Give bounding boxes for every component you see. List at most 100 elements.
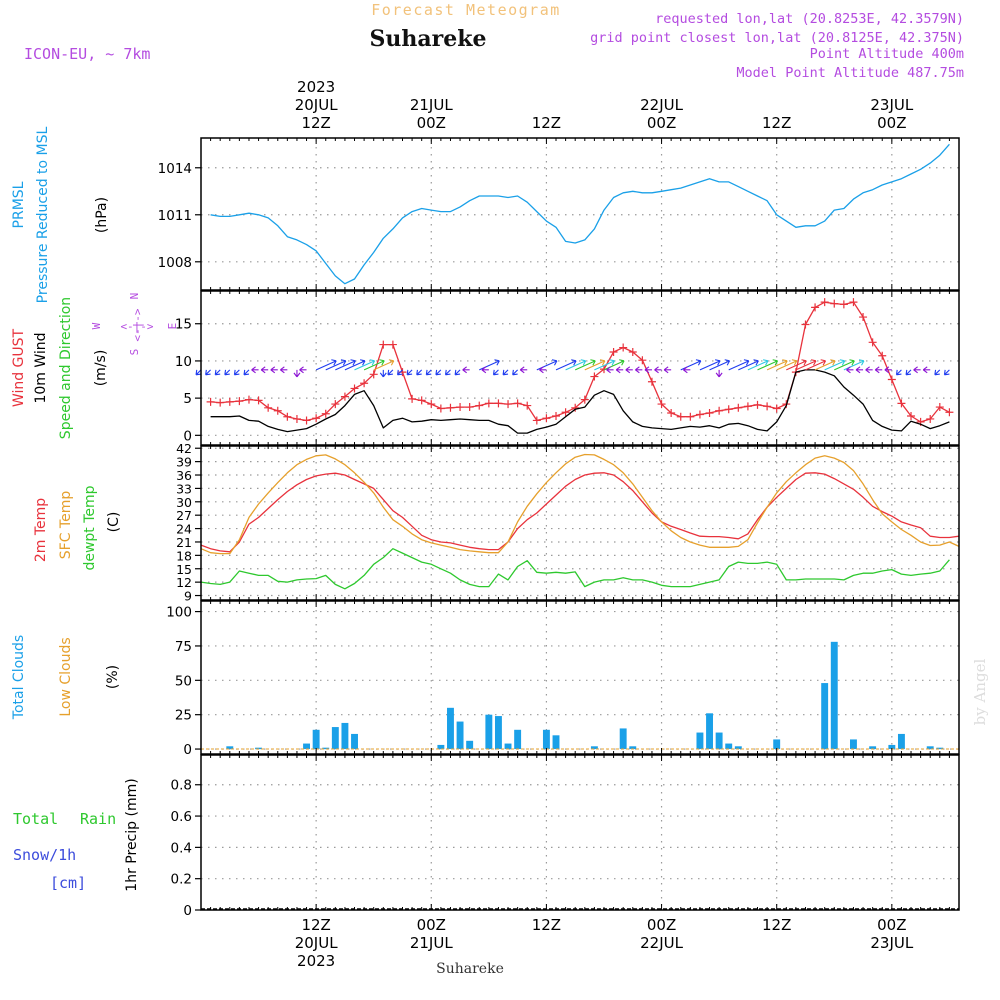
compass-s: S — [128, 349, 141, 356]
wind-barb — [565, 359, 587, 371]
wind-barb — [344, 359, 366, 371]
bottom-time-hour: 12Z — [301, 916, 330, 934]
gust-marker — [360, 379, 369, 388]
gust-marker — [504, 400, 513, 409]
y-tick-label: 0 — [183, 428, 192, 444]
gust-marker — [417, 396, 426, 405]
temp-2m-label: 2m Temp — [33, 498, 49, 562]
gust-marker — [340, 392, 349, 401]
wind-barb — [654, 366, 662, 374]
header-requested: requested lon,lat (20.8253E, 42.3579N) — [655, 11, 964, 27]
wind-barb — [895, 369, 902, 376]
cloud-bar — [821, 683, 829, 750]
header-model: ICON-EU, ~ 7km — [24, 45, 150, 63]
top-time-hour: 12Z — [762, 114, 791, 132]
wind-barb — [214, 369, 221, 376]
gust-marker — [676, 412, 685, 421]
wind-barb — [479, 359, 500, 371]
y-tick-label: 15 — [175, 317, 192, 333]
wind-barb — [373, 359, 395, 371]
y-tick-label: 15 — [176, 562, 192, 577]
y-tick-label: 0.2 — [171, 872, 192, 888]
wind-speed-line — [210, 369, 950, 434]
gust-marker — [542, 414, 551, 423]
wind-barb — [519, 366, 528, 374]
cloud-bar — [926, 746, 934, 750]
pressure-label-1: PRMSL — [11, 181, 27, 228]
gust-marker — [897, 399, 906, 408]
wind-barb — [625, 366, 633, 374]
gust-marker — [484, 399, 493, 408]
bottom-time-date: 23JUL — [870, 934, 913, 952]
top-time-date: 23JUL — [870, 96, 913, 114]
panel-frame — [200, 600, 960, 755]
wind-barb — [594, 359, 615, 371]
cloud-bar — [696, 732, 704, 750]
wind-barb — [416, 369, 423, 376]
gust-line — [210, 301, 950, 423]
compass-n: N — [128, 293, 141, 300]
wind-barb — [776, 359, 798, 371]
wind-barb — [379, 369, 387, 378]
wind-barb — [846, 366, 854, 374]
wind-barb — [260, 366, 269, 374]
wind-dir-label: Speed and Direction — [58, 297, 74, 439]
gust-marker — [494, 399, 503, 408]
precip-cm-label: [cm] — [50, 874, 86, 892]
cloud-bar — [590, 746, 598, 750]
wind-barb — [444, 369, 451, 376]
y-tick-label: 25 — [175, 708, 192, 724]
low-clouds-label: Low Clouds — [58, 637, 74, 716]
cloud-bar — [331, 727, 339, 750]
wind-barb — [738, 359, 759, 371]
cloud-bar — [936, 747, 944, 750]
wind-barb — [251, 366, 259, 374]
gust-marker — [878, 351, 887, 360]
wind-barb — [805, 359, 827, 371]
temp-unit: (C) — [106, 512, 122, 533]
bottom-time-hour: 12Z — [762, 916, 791, 934]
y-tick-label: 10 — [175, 354, 192, 370]
y-tick-label: 1011 — [158, 208, 192, 224]
cloud-bar — [629, 746, 637, 750]
cloud-bar — [341, 722, 349, 750]
wind-barb — [795, 359, 817, 371]
gust-marker — [724, 405, 733, 414]
cloud-bar — [773, 739, 781, 750]
panel-frame — [200, 137, 960, 291]
bottom-time-hour: 00Z — [877, 916, 906, 934]
cloud-bar — [322, 747, 330, 750]
gust-marker — [638, 356, 647, 365]
bottom-time-date: 21JUL — [410, 934, 453, 952]
gust-marker — [830, 299, 839, 308]
wind-barb — [905, 369, 912, 376]
panel-frame — [200, 754, 960, 911]
gust-marker — [408, 394, 417, 403]
gust-marker — [369, 370, 378, 379]
gust-marker — [705, 409, 714, 418]
bottom-time-hour: 12Z — [532, 916, 561, 934]
gust-marker — [657, 400, 666, 409]
top-time-date: 20JUL — [295, 96, 338, 114]
cloud-bar — [447, 707, 454, 750]
wind-barb — [884, 366, 892, 374]
y-tick-label: 0.8 — [171, 778, 192, 794]
temp-2m-line — [200, 472, 960, 553]
y-tick-label: 39 — [176, 455, 192, 470]
gust-marker — [388, 340, 397, 349]
cloud-labels: Total Clouds Low Clouds (%) — [11, 635, 121, 720]
cloud-bar — [715, 732, 723, 750]
gust-marker — [446, 403, 455, 412]
wind-barb — [943, 369, 950, 376]
panel-frame — [200, 445, 960, 601]
cloud-bar — [734, 746, 742, 750]
wind-barb — [934, 369, 941, 376]
wind-barb — [603, 359, 625, 371]
wind-barb — [644, 366, 652, 374]
wind-barb — [492, 369, 499, 376]
cloud-bar — [619, 728, 627, 750]
y-tick-label: 5 — [183, 391, 192, 407]
gust-marker — [513, 399, 522, 408]
top-time-hour: 00Z — [417, 114, 446, 132]
bottom-time-date: 22JUL — [640, 934, 683, 952]
